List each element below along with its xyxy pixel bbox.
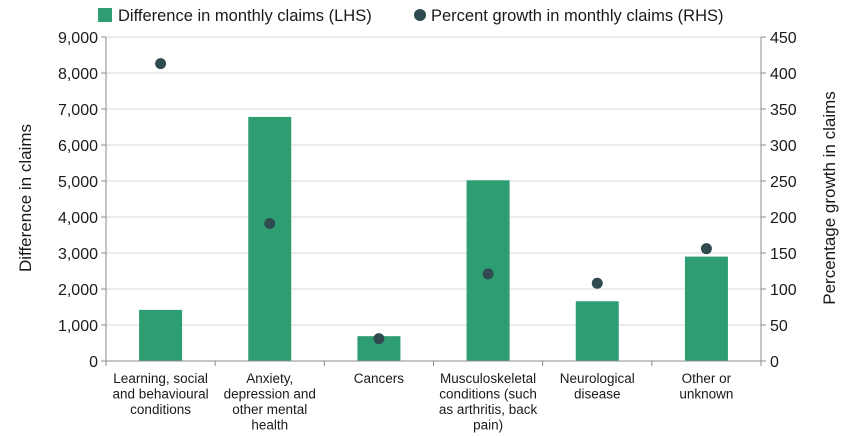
- dot-series: [155, 58, 712, 345]
- left-tick-label: 7,000: [58, 102, 98, 119]
- category-label: Learning, social and behavioural condition…: [113, 371, 209, 417]
- right-tick-label: 200: [770, 210, 797, 227]
- legend-bar-swatch: [98, 8, 112, 22]
- category-label: Anxiety, depression and other mental health: [224, 371, 316, 433]
- category-label: Musculoskeletal conditions (such as arthri…: [439, 371, 538, 433]
- category-label-line: Anxiety,: [246, 371, 293, 386]
- category-label: Other or unknown: [679, 371, 733, 402]
- bar-series: [139, 116, 728, 361]
- axes: [105, 37, 762, 366]
- bar: [684, 256, 728, 361]
- legend: Difference in monthly claims (LHS) Perce…: [98, 7, 724, 25]
- left-tick-label: 9,000: [58, 30, 98, 47]
- left-tick-label: 2,000: [58, 282, 98, 299]
- right-tick-label: 400: [770, 66, 797, 83]
- growth-dot: [700, 243, 712, 255]
- category-label-line: Cancers: [354, 371, 405, 386]
- left-axis-ticks: 0 1,000 2,000 3,000 4,000 5,000 6,000 7,000 8,00…: [58, 30, 106, 371]
- right-tick-label: 0: [770, 354, 779, 371]
- category-label-line: Musculoskeletal: [440, 371, 536, 386]
- right-tick-label: 450: [770, 30, 797, 47]
- category-label-line: Neurological: [560, 371, 635, 386]
- legend-bar-label: Difference in monthly claims (LHS): [118, 7, 372, 25]
- growth-dot: [482, 268, 494, 280]
- category-label-line: Other or: [682, 371, 732, 386]
- bar: [139, 309, 183, 361]
- growth-dot: [373, 333, 385, 345]
- category-label-line: Learning, social: [113, 371, 208, 386]
- legend-dot-label: Percent growth in monthly claims (RHS): [431, 7, 724, 25]
- right-tick-label: 100: [770, 282, 797, 299]
- category-label: Neurological disease: [560, 371, 635, 402]
- left-tick-label: 4,000: [58, 210, 98, 227]
- legend-dot-swatch: [414, 9, 426, 21]
- right-axis-title: Percentage growth in claims: [820, 91, 839, 305]
- left-tick-label: 3,000: [58, 246, 98, 263]
- growth-dot: [155, 58, 167, 70]
- category-label-line: pain): [473, 418, 503, 433]
- left-tick-label: 1,000: [58, 318, 98, 335]
- left-axis-title: Difference in claims: [16, 124, 35, 272]
- bar: [248, 116, 292, 361]
- category-label-line: unknown: [679, 387, 733, 402]
- category-label-line: and behavioural: [113, 387, 209, 402]
- left-tick-label: 6,000: [58, 138, 98, 155]
- left-tick-label: 5,000: [58, 174, 98, 191]
- category-label-line: conditions: [130, 402, 191, 417]
- category-label-line: health: [251, 418, 288, 433]
- growth-dot: [264, 217, 276, 229]
- category-label-line: depression and: [224, 387, 316, 402]
- category-label-line: as arthritis, back: [439, 402, 538, 417]
- right-axis-ticks: 0 50 100 150 200 250 300 350 400 450: [761, 30, 797, 371]
- right-tick-label: 250: [770, 174, 797, 191]
- right-tick-label: 50: [770, 318, 788, 335]
- category-label: Cancers: [354, 371, 405, 386]
- right-tick-label: 300: [770, 138, 797, 155]
- gridlines: [106, 36, 761, 326]
- right-tick-label: 350: [770, 102, 797, 119]
- category-label-line: disease: [574, 387, 621, 402]
- bar: [575, 301, 619, 361]
- growth-dot: [591, 277, 603, 289]
- category-label-line: conditions (such: [439, 387, 537, 402]
- left-tick-label: 0: [89, 354, 98, 371]
- category-label-line: other mental: [232, 402, 307, 417]
- left-tick-label: 8,000: [58, 66, 98, 83]
- right-tick-label: 150: [770, 246, 797, 263]
- category-labels: Learning, social and behavioural condition…: [113, 371, 734, 433]
